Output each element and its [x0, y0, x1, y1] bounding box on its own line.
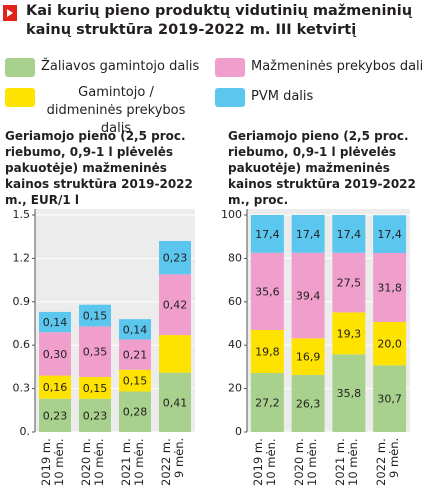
bar-segment	[119, 391, 151, 432]
bar-segment	[159, 274, 191, 336]
legend-swatch	[5, 88, 35, 107]
y-tick-label: 60	[228, 295, 242, 308]
x-tick-label: 2021 m. 10 mėn.	[332, 438, 360, 486]
bar-segment	[373, 365, 407, 432]
bar-segment	[79, 326, 111, 378]
x-tick-label: 2022 m. 9 mėn.	[373, 438, 401, 486]
x-tick-label: 2019 m. 10 mėn.	[39, 438, 66, 486]
value-label: 39,4	[296, 290, 321, 303]
bar-segment	[373, 252, 407, 322]
value-label: 0,14	[43, 316, 68, 329]
value-label: 26,3	[296, 397, 321, 410]
bar-segment	[291, 374, 325, 432]
bar-segment	[159, 241, 191, 275]
value-label: 17,4	[337, 228, 362, 241]
bar-segment	[250, 372, 284, 432]
bar-segment	[373, 321, 407, 366]
bar-segment	[332, 312, 366, 355]
bar-segment	[79, 398, 111, 432]
value-label: 0,23	[83, 409, 108, 422]
value-label: 0,15	[123, 375, 148, 388]
value-label: 0,41	[163, 396, 188, 409]
chart-subtitle: Geriamojo pieno (2,5 proc. riebumo, 0,9-…	[228, 129, 416, 207]
legend-label: Žaliavos gamintojo dalis	[41, 59, 200, 74]
value-label: 0,23	[163, 252, 188, 265]
value-label: 17,4	[255, 228, 280, 241]
value-label: 17,4	[296, 228, 321, 241]
bar-segment	[332, 215, 366, 253]
bar-segment	[159, 335, 191, 373]
y-tick-label: 0	[235, 425, 242, 438]
legend-label: PVM dalis	[251, 89, 314, 104]
y-tick-label: 100	[221, 208, 242, 221]
bar-segment	[159, 372, 191, 432]
x-tick-label: 2022 m. 9 mėn.	[159, 438, 186, 486]
value-label: 0,15	[83, 310, 108, 323]
bar-segment	[291, 215, 325, 253]
bar-segment	[79, 304, 111, 327]
y-tick-label: 20	[228, 382, 242, 395]
value-label: 31,8	[377, 281, 402, 294]
value-label: 17,4	[377, 228, 402, 241]
bar-segment	[291, 338, 325, 375]
y-tick-label: 0.9	[13, 295, 31, 308]
y-tick-label: 1.2	[13, 251, 31, 264]
bar-segment	[39, 311, 71, 333]
value-label: 35,6	[255, 285, 280, 298]
legend-swatch	[5, 58, 35, 77]
y-tick-label: 80	[228, 251, 242, 264]
bar-segment	[373, 215, 407, 253]
bar-segment	[332, 252, 366, 313]
y-tick-label: 40	[228, 338, 242, 351]
bar-segment	[119, 369, 151, 392]
y-tick-label: 0.	[20, 425, 31, 438]
bar-segment	[39, 332, 71, 376]
bar-segment	[250, 330, 284, 373]
value-label: 0,21	[123, 349, 148, 362]
bar-segment	[250, 215, 284, 253]
value-label: 0,15	[83, 382, 108, 395]
bar-segment	[79, 377, 111, 399]
y-tick-label: 0.3	[13, 382, 31, 395]
title-icon-arrow	[7, 9, 13, 17]
x-tick-label: 2020 m. 10 mėn.	[79, 438, 106, 486]
x-tick-label: 2021 m. 10 mėn.	[119, 438, 146, 486]
bar-segment	[119, 339, 151, 370]
x-tick-label: 2019 m. 10 mėn.	[251, 438, 279, 486]
value-label: 35,8	[337, 387, 362, 400]
bar-segment	[39, 398, 71, 432]
value-label: 0,16	[43, 381, 68, 394]
value-label: 16,9	[296, 351, 321, 364]
bar-segment	[291, 252, 325, 339]
y-tick-label: 0.6	[13, 338, 31, 351]
value-label: 20,0	[377, 338, 402, 351]
y-tick-label: 1.5	[13, 208, 31, 221]
bar-segment	[332, 354, 366, 432]
value-label: 0,30	[43, 348, 68, 361]
value-label: 19,3	[337, 327, 362, 340]
value-label: 0,35	[83, 346, 108, 359]
value-label: 0,28	[123, 406, 148, 419]
chart-subtitle: Geriamojo pieno (2,5 proc. riebumo, 0,9-…	[5, 129, 193, 207]
legend-label: Mažmeninės prekybos dalis	[251, 59, 424, 74]
legend-label: Gamintojo / didmeninės prekybos dalis	[46, 85, 186, 136]
bar-segment	[39, 375, 71, 399]
legend-swatch	[215, 88, 245, 107]
value-label: 30,7	[377, 393, 402, 406]
title: Kai kurių pieno produktų vidutinių mažme…	[26, 3, 413, 38]
value-label: 27,5	[337, 277, 362, 290]
value-label: 0,42	[163, 299, 188, 312]
value-label: 0,14	[123, 323, 148, 336]
value-label: 0,23	[43, 409, 68, 422]
bar-segment	[119, 319, 151, 340]
x-tick-label: 2020 m. 10 mėn.	[292, 438, 320, 486]
value-label: 19,8	[255, 345, 280, 358]
legend-swatch	[215, 58, 245, 77]
bar-segment	[250, 252, 284, 331]
value-label: 27,2	[255, 396, 280, 409]
